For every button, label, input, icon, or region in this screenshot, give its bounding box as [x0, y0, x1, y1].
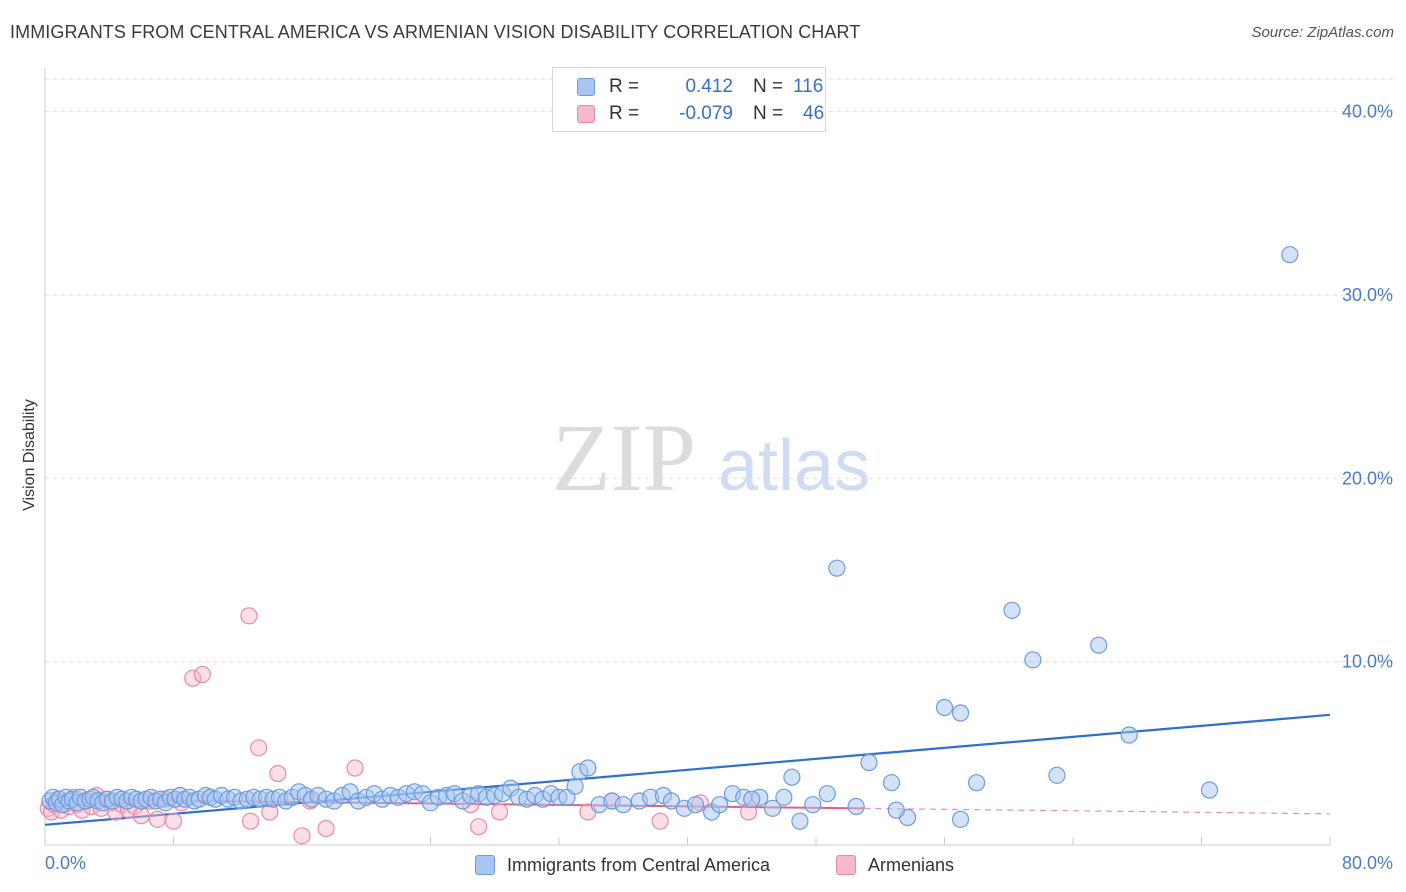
- source-label: Source: ZipAtlas.com: [1251, 24, 1394, 41]
- bottom-legend-armenians: Armenians: [836, 852, 954, 878]
- armenians-point: [240, 607, 258, 625]
- armenians-point: [148, 810, 167, 828]
- armenians-point: [490, 803, 509, 821]
- central-america-point: [686, 796, 705, 814]
- central-america-point: [775, 788, 793, 806]
- armenians-point: [184, 669, 202, 687]
- central-america-point: [1120, 726, 1138, 744]
- central-america-point: [566, 777, 584, 795]
- bottom-legend-label-central-america: Immigrants from Central America: [507, 854, 771, 875]
- central-america-point: [935, 698, 954, 717]
- legend-n-label: N =: [753, 76, 784, 97]
- bottom-legend-central-america: Immigrants from Central America: [475, 852, 770, 878]
- grid-lines: [45, 78, 1395, 663]
- tick-labels: 10.0% 20.0% 30.0% 40.0% 0.0% 80.0%: [45, 102, 1393, 873]
- armenians-point: [193, 665, 212, 684]
- central-america-point: [743, 790, 761, 808]
- legend-n-value: 46: [803, 103, 825, 124]
- central-america-point: [1024, 651, 1042, 669]
- legend-n-label: N =: [753, 103, 784, 124]
- axes: [44, 68, 1331, 846]
- watermark-atlas: atlas: [718, 426, 870, 506]
- central-america-point: [1003, 601, 1021, 619]
- legend-row-central-america: R = 0.412 N = 116: [577, 74, 823, 100]
- armenians-point: [164, 812, 183, 830]
- central-america-point: [828, 559, 846, 577]
- central-america-point: [764, 799, 782, 817]
- y-axis-label: Vision Disability: [21, 399, 38, 511]
- central-america-point: [791, 812, 809, 830]
- central-america-point: [951, 704, 970, 722]
- bottom-legend-swatch-blue: [475, 855, 495, 875]
- central-america-point: [951, 810, 970, 828]
- central-america-point: [1048, 766, 1066, 784]
- central-america-point: [579, 759, 597, 777]
- armenians-point: [470, 818, 488, 836]
- armenians-points: [39, 607, 758, 845]
- chart-title: IMMIGRANTS FROM CENTRAL AMERICA VS ARMEN…: [10, 22, 861, 42]
- armenians-point: [269, 764, 287, 783]
- legend-swatch-blue: [577, 78, 595, 96]
- armenians-point: [651, 812, 669, 830]
- central-america-point: [783, 768, 801, 786]
- central-america-point: [662, 792, 681, 810]
- legend-r-value: 0.412: [685, 76, 733, 97]
- bottom-legend-label-armenians: Armenians: [868, 854, 955, 875]
- armenians-point: [293, 827, 311, 845]
- central-america-point: [1281, 246, 1299, 264]
- central-america-point: [847, 797, 865, 816]
- central-america-point: [711, 796, 729, 814]
- armenians-point: [132, 807, 150, 825]
- armenians-point: [242, 812, 260, 830]
- x-tick-label: 80.0%: [1342, 853, 1393, 873]
- watermark-zip: ZIP: [552, 404, 696, 511]
- central-america-points: [41, 246, 1299, 830]
- armenians-point: [250, 739, 268, 757]
- armenians-point: [346, 759, 364, 777]
- armenians-point: [317, 819, 335, 838]
- legend-r-label: R =: [609, 76, 640, 97]
- central-america-point: [1090, 636, 1108, 654]
- legend-r-value: -0.079: [679, 103, 733, 124]
- central-america-point: [860, 753, 878, 772]
- central-america-point: [818, 785, 836, 803]
- central-america-point: [614, 796, 632, 814]
- legend-swatch-pink: [577, 105, 595, 123]
- y-tick-label: 10.0%: [1342, 652, 1393, 672]
- central-america-point: [1200, 781, 1219, 799]
- bottom-legend-swatch-pink: [836, 855, 856, 875]
- watermark: ZIP atlas: [552, 404, 870, 511]
- legend-row-armenians: R = -0.079 N = 46: [577, 101, 824, 127]
- correlation-legend: R = 0.412 N = 116 R = -0.079 N = 46: [552, 67, 826, 132]
- armenians-trend-dashed: [864, 807, 1331, 815]
- legend-n-value: 116: [793, 76, 824, 97]
- y-tick-label: 40.0%: [1342, 102, 1393, 122]
- y-tick-label: 20.0%: [1342, 468, 1393, 488]
- central-america-point: [882, 774, 901, 792]
- central-america-point: [804, 796, 822, 814]
- x-tick-label: 0.0%: [45, 853, 86, 873]
- central-america-point: [968, 774, 986, 792]
- legend-r-label: R =: [609, 103, 640, 124]
- y-tick-label: 30.0%: [1342, 285, 1393, 305]
- central-america-point: [887, 801, 905, 819]
